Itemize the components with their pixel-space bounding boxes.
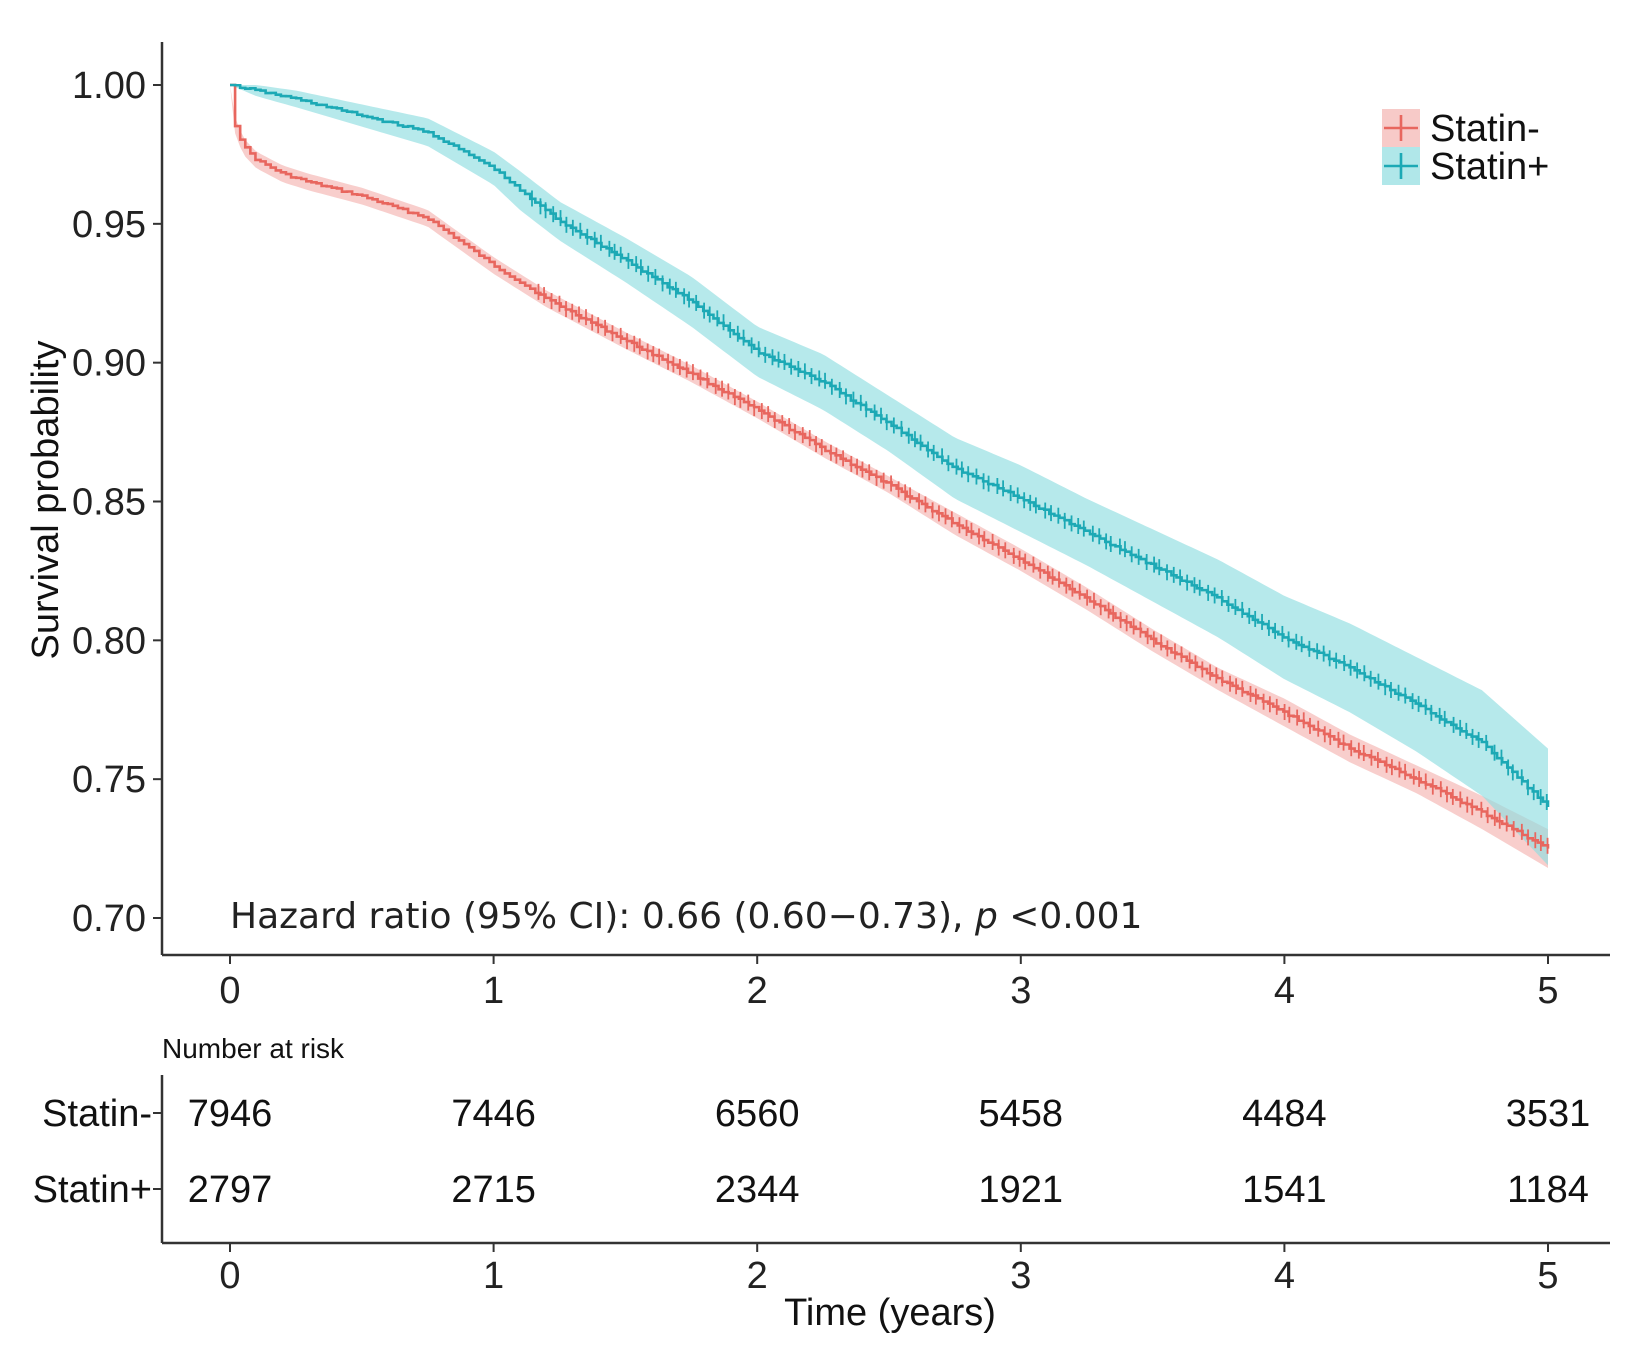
x-tick-label: 4 bbox=[1274, 970, 1295, 1012]
risk-cell: 1921 bbox=[979, 1169, 1064, 1211]
y-tick-label: 0.85 bbox=[72, 482, 146, 524]
risk-x-tick-label: 5 bbox=[1537, 1255, 1558, 1297]
y-axis-title: Survival probability bbox=[25, 341, 67, 660]
risk-x-tick-label: 4 bbox=[1274, 1255, 1295, 1297]
risk-cell: 3531 bbox=[1506, 1093, 1591, 1135]
risk-cell: 2797 bbox=[188, 1169, 273, 1211]
y-tick-label: 0.70 bbox=[72, 898, 146, 940]
risk-cell: 4484 bbox=[1242, 1093, 1327, 1135]
x-tick-label: 0 bbox=[219, 970, 240, 1012]
survival-curves bbox=[230, 83, 1550, 849]
y-tick-label: 0.75 bbox=[72, 759, 146, 801]
risk-table: Statin- 7946 7446 6560 5458 4484 3531 Statin+ 27… bbox=[33, 1093, 1591, 1211]
y-tick-label: 0.90 bbox=[72, 343, 146, 385]
x-tick-label: 1 bbox=[483, 970, 504, 1012]
hazard-ratio-annotation: Hazard ratio (95% CI): 0.66 (0.60−0.73),… bbox=[230, 896, 1142, 937]
risk-cell: 7946 bbox=[188, 1093, 273, 1135]
legend-label: Statin- bbox=[1430, 108, 1540, 150]
risk-table-title: Number at risk bbox=[162, 1033, 345, 1064]
y-tick-label: 1.00 bbox=[72, 65, 146, 107]
legend-label: Statin+ bbox=[1430, 146, 1549, 188]
x-axis-ticks: 0 1 2 3 4 5 bbox=[219, 955, 1559, 1012]
risk-x-tick-label: 3 bbox=[1010, 1255, 1031, 1297]
risk-cell: 2715 bbox=[451, 1169, 536, 1211]
x-tick-label: 3 bbox=[1010, 970, 1031, 1012]
risk-cell: 2344 bbox=[715, 1169, 800, 1211]
risk-x-tick-label: 1 bbox=[483, 1255, 504, 1297]
risk-table-x-ticks: 0 1 2 3 4 5 bbox=[219, 1243, 1559, 1297]
confidence-band-statin-minus bbox=[230, 85, 1548, 869]
risk-cell: 1541 bbox=[1242, 1169, 1327, 1211]
confidence-bands bbox=[230, 85, 1548, 869]
y-axis-ticks: 0.70 0.75 0.80 0.85 0.90 0.95 1.00 bbox=[72, 65, 162, 940]
x-tick-label: 5 bbox=[1537, 970, 1558, 1012]
survival-curve-statin-minus bbox=[230, 83, 1550, 849]
y-tick-label: 0.95 bbox=[72, 204, 146, 246]
risk-cell: 7446 bbox=[451, 1093, 536, 1135]
risk-cell: 6560 bbox=[715, 1093, 800, 1135]
risk-cell: 5458 bbox=[979, 1093, 1064, 1135]
annotation-p-symbol: p bbox=[974, 896, 998, 937]
risk-x-tick-label: 0 bbox=[219, 1255, 240, 1297]
legend: Statin-Statin+ bbox=[1382, 108, 1549, 188]
censor-marks bbox=[531, 190, 1549, 854]
risk-x-tick-label: 2 bbox=[747, 1255, 768, 1297]
risk-cell: 1184 bbox=[1507, 1169, 1589, 1211]
x-tick-label: 2 bbox=[747, 970, 768, 1012]
x-axis-title: Time (years) bbox=[784, 1292, 996, 1334]
annotation-suffix: <0.001 bbox=[998, 896, 1143, 937]
risk-row-label: Statin- bbox=[42, 1093, 152, 1135]
annotation-prefix: Hazard ratio (95% CI): 0.66 (0.60−0.73), bbox=[230, 896, 975, 937]
y-tick-label: 0.80 bbox=[72, 620, 146, 662]
risk-row-label: Statin+ bbox=[33, 1169, 152, 1211]
